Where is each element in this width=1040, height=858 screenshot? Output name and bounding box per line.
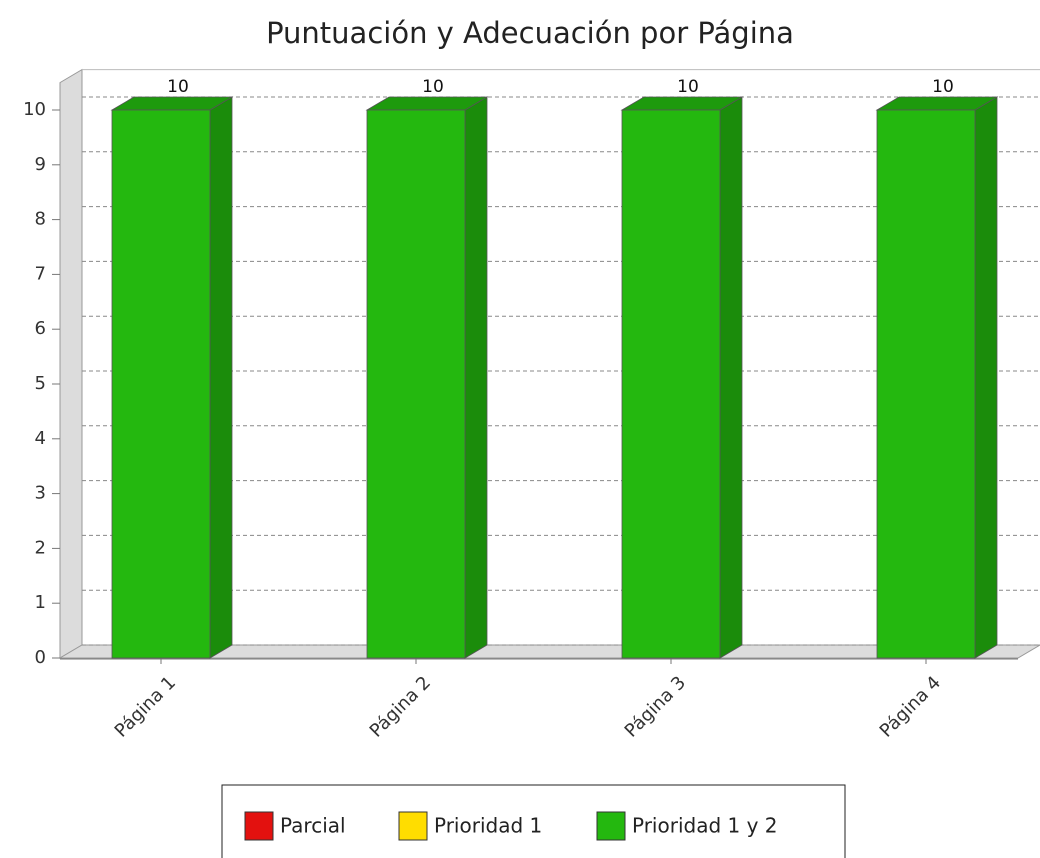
y-tick-label: 1 bbox=[35, 592, 46, 613]
x-tick-label: Página 3 bbox=[621, 672, 690, 741]
y-tick-label: 0 bbox=[35, 647, 46, 668]
bar bbox=[110, 96, 234, 659]
bar-front bbox=[111, 109, 211, 659]
y-tick-label: 6 bbox=[35, 318, 46, 339]
bar-front bbox=[876, 109, 976, 659]
y-tick-label: 9 bbox=[35, 154, 46, 175]
data-label: 10 bbox=[932, 77, 954, 97]
x-tick-label: Página 2 bbox=[366, 672, 435, 741]
y-tick-label: 5 bbox=[35, 373, 46, 394]
legend-swatch bbox=[596, 811, 626, 841]
x-tick-label: Página 1 bbox=[111, 672, 180, 741]
bar-top bbox=[110, 96, 234, 111]
legend-swatch bbox=[398, 811, 428, 841]
y-tick-label: 8 bbox=[35, 209, 46, 230]
legend-label: Prioridad 1 bbox=[434, 814, 542, 838]
y-tick-label: 4 bbox=[35, 428, 46, 449]
legend-label: Prioridad 1 y 2 bbox=[632, 814, 778, 838]
bar bbox=[365, 96, 489, 659]
bar-side bbox=[209, 96, 233, 659]
y-tick-label: 7 bbox=[35, 263, 46, 284]
bar-front bbox=[621, 109, 721, 659]
data-label: 10 bbox=[167, 77, 189, 97]
bar-side bbox=[719, 96, 743, 659]
legend-swatch bbox=[244, 811, 274, 841]
bar bbox=[875, 96, 999, 659]
bar-top bbox=[620, 96, 744, 111]
y-tick-label: 10 bbox=[23, 99, 46, 120]
bar bbox=[620, 96, 744, 659]
bar-top bbox=[365, 96, 489, 111]
chart-title: Puntuación y Adecuación por Página bbox=[266, 16, 794, 50]
legend-box bbox=[221, 784, 846, 858]
bar-front bbox=[366, 109, 466, 659]
bar-top bbox=[875, 96, 999, 111]
data-label: 10 bbox=[677, 77, 699, 97]
legend-label: Parcial bbox=[280, 814, 346, 838]
bar-side bbox=[974, 96, 998, 659]
data-label: 10 bbox=[422, 77, 444, 97]
y-tick-label: 3 bbox=[35, 483, 46, 504]
left-wall bbox=[59, 68, 83, 659]
y-tick-label: 2 bbox=[35, 537, 46, 558]
bar-side bbox=[464, 96, 488, 659]
x-tick-label: Página 4 bbox=[876, 672, 945, 741]
